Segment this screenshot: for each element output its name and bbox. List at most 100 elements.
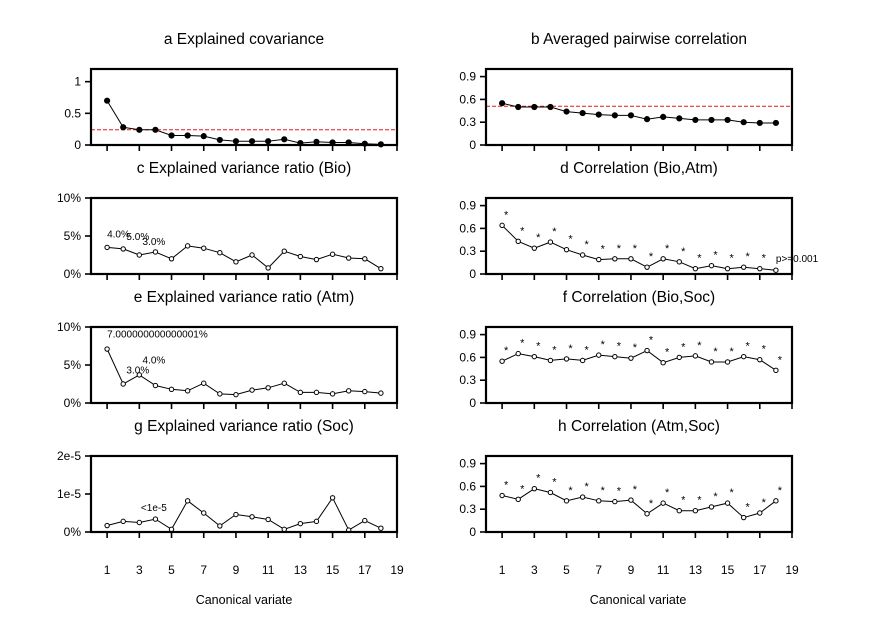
significance-star: * — [762, 344, 767, 356]
data-point — [612, 353, 618, 360]
significance-star: * — [778, 354, 783, 366]
data-point — [217, 523, 223, 529]
data-point — [136, 252, 143, 258]
x-tick-label: 1 — [499, 563, 506, 577]
data-point — [757, 510, 763, 516]
data-point — [724, 265, 731, 272]
data-point — [265, 516, 271, 523]
data-point — [104, 97, 111, 104]
data-point — [168, 256, 175, 262]
y-tick-label: 0.3 — [459, 373, 476, 387]
x-tick-label: 9 — [233, 563, 240, 577]
significance-star: * — [504, 345, 509, 357]
data-point — [265, 265, 271, 271]
data-point — [740, 514, 747, 521]
y-tick-label: 0 — [469, 138, 476, 152]
x-tick-label: 17 — [358, 563, 372, 577]
data-point — [329, 391, 336, 397]
x-tick-label: 13 — [294, 563, 308, 577]
significance-star: * — [778, 485, 783, 497]
plot-frame — [484, 196, 794, 276]
series-line — [106, 348, 381, 396]
data-point — [168, 386, 175, 393]
significance-star: * — [713, 346, 718, 358]
significance-star: * — [601, 339, 606, 351]
significance-star: * — [665, 243, 670, 255]
data-point — [612, 256, 618, 262]
data-point — [644, 347, 650, 354]
data-point — [579, 494, 586, 500]
panel-title: c Explained variance ratio (Bio) — [137, 160, 352, 177]
data-point — [184, 132, 191, 139]
y-tick-label: 2e-5 — [57, 449, 81, 463]
data-point — [281, 380, 287, 386]
significance-star: * — [520, 483, 525, 495]
significance-star: * — [697, 340, 702, 352]
significance-star: * — [713, 250, 718, 262]
y-tick-label: 0% — [64, 525, 82, 539]
data-point — [644, 264, 650, 270]
data-point — [628, 497, 634, 503]
significance-star: * — [633, 342, 638, 354]
data-point — [773, 367, 779, 374]
x-tick-label: 7 — [200, 563, 207, 577]
data-point — [152, 516, 159, 522]
data-point — [515, 496, 521, 503]
significance-star: * — [633, 484, 638, 496]
y-tick-label: 0 — [469, 396, 476, 410]
significance-star: * — [729, 346, 734, 358]
y-tick-label: 0 — [469, 525, 476, 539]
plot-frame — [89, 454, 399, 534]
data-point — [378, 265, 384, 272]
y-tick-label: 10% — [57, 191, 81, 205]
data-point — [233, 259, 239, 265]
y-tick-label: 0 — [74, 138, 81, 152]
data-point — [596, 498, 602, 504]
data-point — [104, 346, 110, 352]
y-tick-label: 0.6 — [459, 92, 476, 106]
significance-star: * — [681, 495, 686, 507]
annotation-label: 3.0% — [126, 365, 149, 376]
panel-title: d Correlation (Bio,Atm) — [560, 160, 718, 177]
data-point — [757, 265, 763, 272]
data-point — [136, 126, 143, 133]
data-point — [168, 132, 175, 139]
significance-star: * — [649, 335, 654, 347]
data-point — [676, 508, 682, 514]
data-point — [232, 138, 240, 145]
x-tick-label: 17 — [753, 563, 767, 577]
data-point — [740, 119, 747, 126]
data-point — [152, 382, 159, 389]
significance-star: * — [665, 487, 670, 499]
significance-star: * — [617, 341, 622, 353]
data-point — [120, 124, 127, 131]
y-tick-label: 0.6 — [459, 479, 476, 493]
x-tick-label: 5 — [168, 563, 175, 577]
significance-star: * — [552, 344, 557, 356]
series-line — [106, 496, 382, 531]
significance-star: * — [536, 232, 541, 244]
data-point — [378, 525, 384, 531]
significance-star: * — [601, 244, 606, 256]
data-point — [168, 526, 175, 533]
data-point — [499, 222, 505, 229]
significance-star: * — [617, 243, 622, 255]
data-point — [595, 111, 602, 118]
data-point — [596, 352, 602, 358]
data-point — [773, 498, 779, 504]
data-point — [297, 520, 304, 527]
y-tick-label: 0.9 — [459, 199, 476, 213]
significance-star: * — [746, 502, 751, 514]
panel-b: b Averaged pairwise correlation 0 0.3 0.6 0.… — [459, 31, 794, 152]
data-point — [563, 246, 570, 253]
series-line — [107, 245, 382, 270]
panel-title: g Explained variance ratio (Soc) — [134, 418, 354, 435]
panel-title: b Averaged pairwise correlation — [531, 31, 747, 48]
data-point — [217, 250, 223, 256]
significance-star: * — [584, 481, 589, 493]
data-point — [773, 267, 779, 273]
significance-star: * — [584, 239, 589, 251]
data-point — [708, 504, 715, 510]
data-point — [297, 389, 304, 396]
x-tick-label: 19 — [785, 563, 799, 577]
